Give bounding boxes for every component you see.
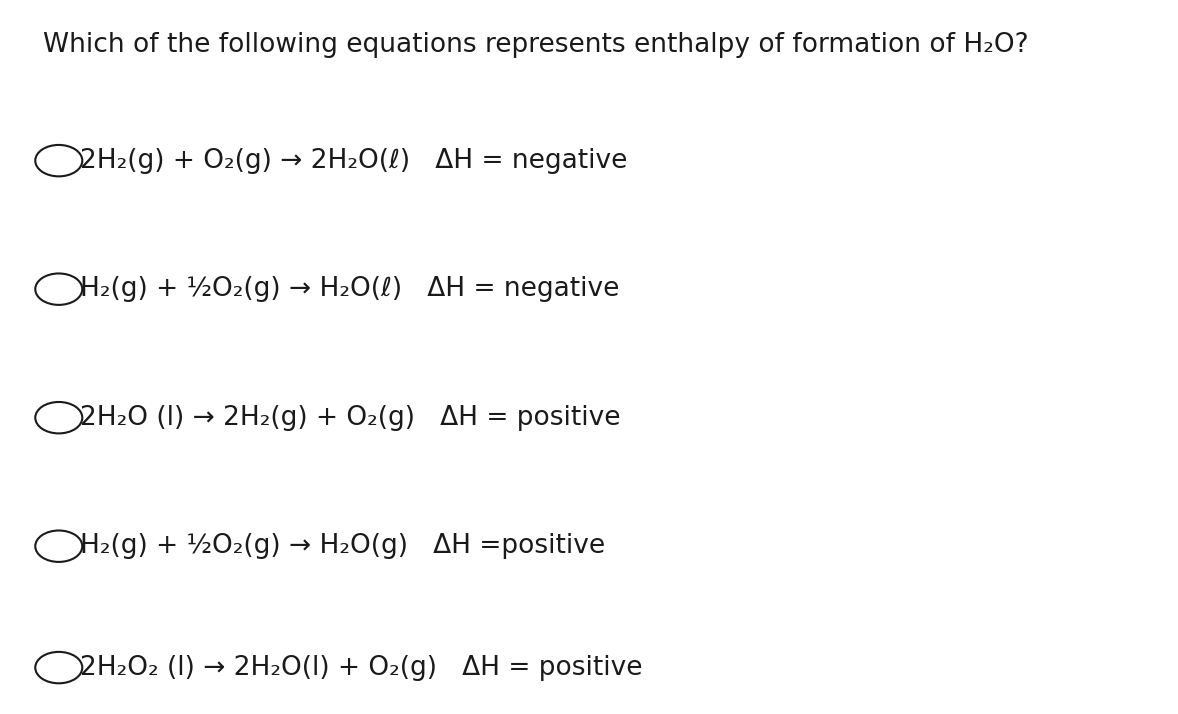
Text: 2H₂O₂ (l) → 2H₂O(l) + O₂(g)   ΔH = positive: 2H₂O₂ (l) → 2H₂O(l) + O₂(g) ΔH = positiv…	[80, 655, 643, 680]
Text: 2H₂O (l) → 2H₂(g) + O₂(g)   ΔH = positive: 2H₂O (l) → 2H₂(g) + O₂(g) ΔH = positive	[80, 405, 621, 431]
Text: H₂(g) + ½O₂(g) → H₂O(g)   ΔH =positive: H₂(g) + ½O₂(g) → H₂O(g) ΔH =positive	[80, 533, 605, 559]
Text: H₂(g) + ½O₂(g) → H₂O(ℓ)   ΔH = negative: H₂(g) + ½O₂(g) → H₂O(ℓ) ΔH = negative	[80, 276, 620, 302]
Text: 2H₂(g) + O₂(g) → 2H₂O(ℓ)   ΔH = negative: 2H₂(g) + O₂(g) → 2H₂O(ℓ) ΔH = negative	[80, 148, 628, 174]
Text: Which of the following equations represents enthalpy of formation of H₂O?: Which of the following equations represe…	[42, 32, 1028, 58]
